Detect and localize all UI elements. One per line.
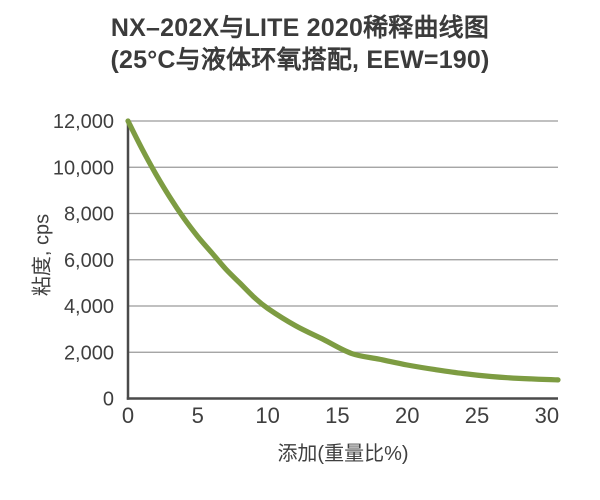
x-tick-label: 10 (255, 403, 279, 428)
chart-title-line2: (25°C与液体环氧搭配, EEW=190) (110, 46, 490, 74)
y-tick-label: 4,000 (64, 296, 114, 318)
y-tick-label: 12,000 (53, 111, 114, 133)
x-tick-label: 0 (122, 403, 134, 428)
y-tick-label: 8,000 (64, 204, 114, 226)
x-tick-label: 30 (535, 403, 559, 428)
x-axis-title: 添加(重量比%) (277, 443, 409, 465)
chart-title: NX–202X与LITE 2020稀释曲线图 (25°C与液体环氧搭配, EEW… (0, 12, 600, 76)
chart-title-line1: NX–202X与LITE 2020稀释曲线图 (110, 14, 490, 42)
y-tick-label: 10,000 (53, 157, 114, 179)
dilution-curve (125, 118, 561, 383)
y-tick-label: 2,000 (64, 342, 114, 364)
y-axis-title: 粘度, cps (31, 213, 54, 297)
x-tick-label: 20 (395, 403, 419, 428)
y-tick-label: 0 (103, 389, 114, 411)
x-tick-label: 15 (325, 403, 349, 428)
y-tick-label: 6,000 (64, 250, 114, 272)
x-tick-label: 25 (465, 403, 489, 428)
x-tick-label: 5 (192, 403, 204, 428)
